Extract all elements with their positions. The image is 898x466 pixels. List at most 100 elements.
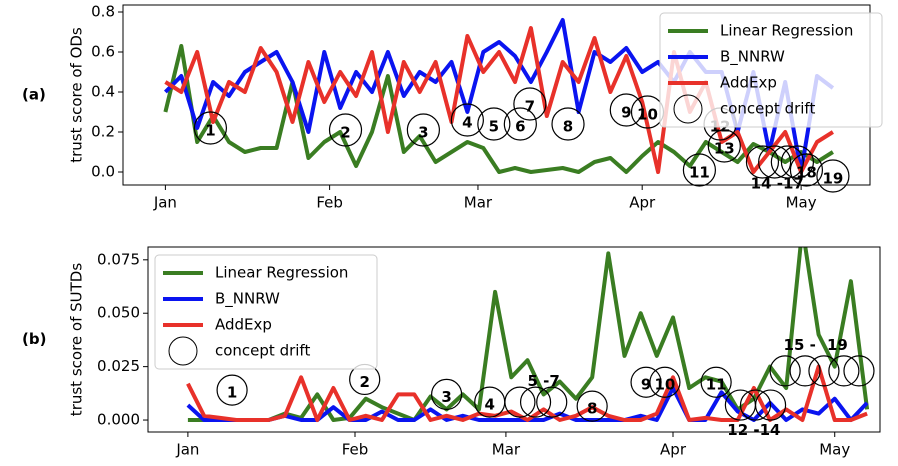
drift-marker: [758, 145, 792, 179]
drift-marker: [707, 129, 741, 163]
drift-marker: [789, 355, 821, 387]
panel: (a) trust score of ODs 0.0 0.2 0.4 0.6 0.8 Jan F…: [22, 3, 883, 212]
drift-marker: [770, 145, 804, 179]
legend-label: B_NNRW: [720, 48, 785, 67]
drift-marker: [754, 389, 787, 421]
drift-label: 8: [563, 118, 573, 136]
y-tick-label: 0.4: [91, 83, 115, 101]
annotation: 12 -14: [727, 421, 780, 439]
drift-label: 19: [822, 170, 843, 188]
x-tick-label: Mar: [492, 441, 521, 459]
drift-label: 4: [462, 114, 472, 132]
drift-marker: [328, 113, 363, 147]
drift-marker: [649, 366, 681, 398]
drift-label: 1: [227, 384, 237, 402]
legend-label: B_NNRW: [215, 290, 280, 309]
legend-box: [659, 12, 883, 128]
y-tick-label: 0.0: [91, 163, 115, 181]
drift-marker: [700, 366, 732, 398]
annotation: 5 -7: [527, 372, 559, 390]
drift-marker: [519, 386, 552, 418]
drift-label: 11: [689, 164, 710, 182]
drift-label: 18: [796, 164, 817, 182]
legend-label: AddExp: [720, 74, 777, 92]
drift-marker: [745, 145, 780, 179]
drift-marker: [450, 103, 484, 137]
drift-label: 3: [418, 124, 428, 142]
drift-label: 6: [515, 118, 525, 136]
y-tick-label: 0.075: [97, 250, 140, 268]
legend-label: concept drift: [215, 342, 310, 360]
drift-marker: [828, 355, 860, 387]
drift-marker: [503, 107, 537, 141]
panel-label: (a): [22, 86, 46, 104]
y-axis-label: trust score of SUTDs: [68, 263, 86, 417]
drift-label: 10: [637, 106, 658, 124]
drift-label: 8: [587, 400, 597, 418]
drift-label: 7: [525, 98, 535, 116]
legend-label: concept drift: [720, 100, 815, 118]
x-tick-label: Jan: [153, 194, 177, 212]
drift-marker: [816, 159, 850, 193]
drift-marker: [536, 386, 568, 418]
series-line: [163, 44, 834, 174]
x-tick-label: Feb: [316, 194, 343, 212]
panel: (b) trust score of SUTDs 0.000 0.025 0.050 0.…: [22, 246, 881, 459]
drift-marker: [406, 113, 440, 147]
drift-marker: [769, 355, 801, 387]
drift-label: 5: [489, 118, 499, 136]
drift-label: 1: [205, 122, 215, 140]
drift-marker: [193, 111, 228, 145]
legend-label: Linear Regression: [215, 264, 348, 282]
drift-marker: [789, 153, 824, 187]
x-tick-label: May: [786, 194, 817, 212]
drift-marker: [609, 93, 643, 127]
series-line: [164, 26, 834, 174]
series-line: [186, 364, 868, 422]
drift-marker: [843, 355, 875, 387]
y-axis-label: trust score of ODs: [68, 27, 86, 163]
drift-label: 9: [641, 376, 651, 394]
drift-marker: [513, 87, 547, 121]
drift-marker: [808, 355, 840, 387]
drift-marker: [739, 389, 772, 421]
panel-label: (b): [22, 330, 46, 348]
drift-label: 10: [654, 376, 675, 394]
y-tick-label: 0.050: [97, 304, 140, 322]
y-tick-label: 0.025: [97, 357, 140, 375]
x-tick-label: May: [819, 441, 850, 459]
drift-label: 9: [621, 104, 631, 122]
x-tick-label: Apr: [660, 441, 687, 459]
annotation: 19: [827, 336, 848, 354]
drift-marker: [477, 107, 511, 141]
legend-swatch: [168, 336, 198, 366]
axes-frame: [147, 246, 881, 433]
legend-box: [154, 254, 378, 370]
drift-marker: [431, 378, 463, 411]
drift-marker: [630, 366, 662, 398]
drift-label: 11: [706, 376, 727, 394]
x-tick-label: Mar: [464, 194, 493, 212]
x-tick-label: Jan: [175, 441, 199, 459]
annotation: 15 -: [784, 336, 816, 354]
drift-marker: [682, 153, 717, 187]
legend-label: Linear Regression: [720, 22, 853, 40]
legend-swatch: [673, 94, 703, 124]
y-tick-label: 0.000: [97, 411, 140, 429]
drift-label: 2: [359, 373, 369, 391]
drift-label: 2: [340, 124, 350, 142]
y-tick-label: 0.6: [91, 43, 115, 61]
drift-marker: [551, 107, 585, 141]
x-tick-label: Feb: [342, 441, 369, 459]
drift-marker: [504, 386, 536, 418]
drift-marker: [780, 145, 815, 179]
drift-label: 4: [485, 396, 495, 414]
drift-label: 13: [714, 140, 735, 158]
x-tick-label: Apr: [629, 194, 656, 212]
legend-label: AddExp: [215, 316, 272, 334]
y-tick-label: 0.8: [91, 3, 115, 21]
drift-marker: [576, 390, 608, 422]
drift-marker: [216, 374, 248, 406]
annotation: 14 -17: [751, 175, 804, 193]
